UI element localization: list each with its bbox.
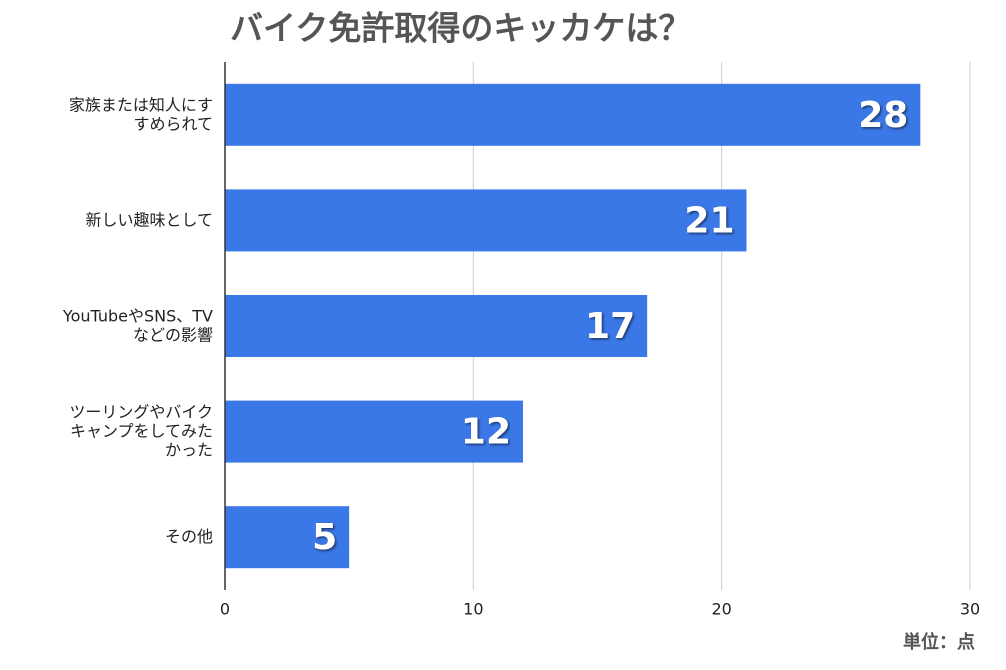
bar bbox=[225, 295, 648, 357]
data-label: 28 bbox=[858, 95, 908, 136]
x-tick-label: 0 bbox=[220, 600, 230, 619]
x-tick-label: 10 bbox=[463, 600, 483, 619]
x-tick-label: 20 bbox=[711, 600, 731, 619]
unit-note: 単位：点 bbox=[903, 631, 975, 653]
data-label: 5 bbox=[312, 517, 337, 558]
y-tick-label: ツーリングやバイクキャンプをしてみたかった bbox=[69, 402, 213, 459]
y-tick-label: その他 bbox=[165, 527, 213, 546]
bar bbox=[225, 506, 350, 569]
data-label: 17 bbox=[585, 306, 635, 347]
bar bbox=[225, 400, 523, 463]
y-tick-label: 新しい趣味として bbox=[85, 210, 213, 229]
bar bbox=[225, 83, 921, 146]
data-label: 12 bbox=[461, 412, 511, 453]
data-label: 21 bbox=[684, 200, 734, 241]
y-tick-label: 家族または知人にすすめられて bbox=[69, 95, 213, 133]
bar bbox=[225, 189, 747, 252]
x-tick-label: 30 bbox=[960, 600, 980, 619]
chart-title: バイク免許取得のキッカケは？ bbox=[230, 9, 691, 48]
y-tick-label: YouTubeやSNS、TV などの影響 bbox=[62, 306, 213, 344]
